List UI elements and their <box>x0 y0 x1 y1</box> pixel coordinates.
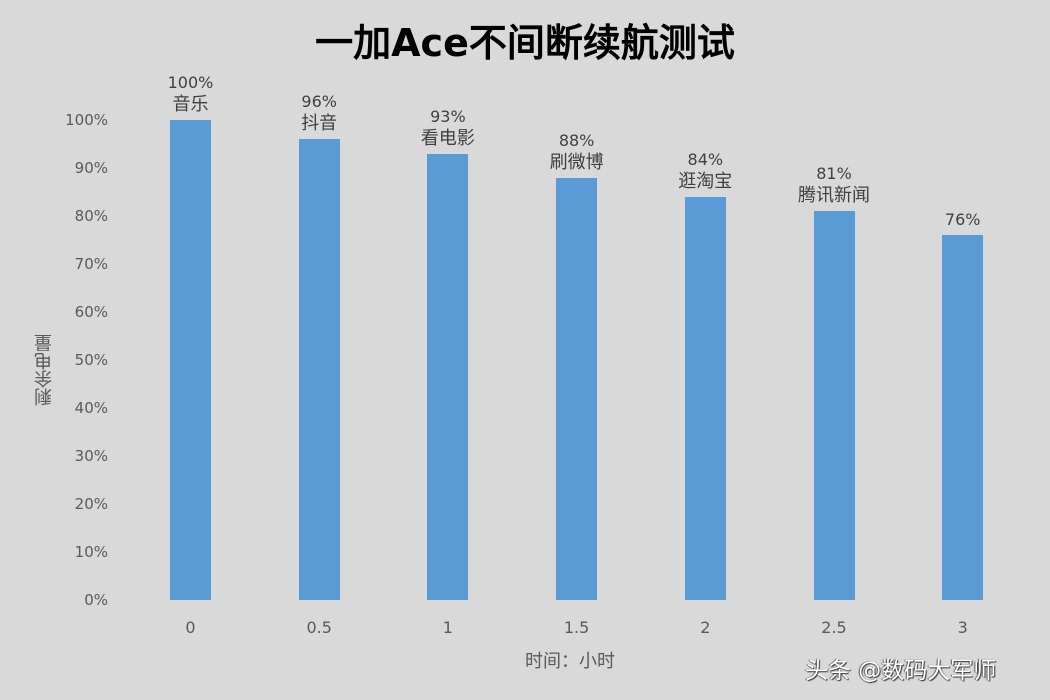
bar <box>684 196 726 600</box>
x-tick-label: 1.5 <box>563 618 590 637</box>
y-tick-label: 80% <box>74 207 108 225</box>
x-tick-label: 0 <box>185 618 196 637</box>
data-label: 96% 抖音 <box>259 91 379 135</box>
value-label: 81% <box>816 164 852 184</box>
value-label: 96% <box>301 92 337 112</box>
value-label: 100% <box>167 73 214 92</box>
y-tick-label: 0% <box>84 591 108 609</box>
data-label: 76% <box>903 209 1023 231</box>
x-axis-label: 时间：小时 <box>525 651 615 672</box>
value-label: 84% <box>687 149 724 169</box>
x-tick-label: 1 <box>442 618 453 637</box>
value-label: 88% <box>558 130 595 150</box>
x-tick-label: 3 <box>957 618 968 637</box>
y-tick-label: 20% <box>74 495 108 513</box>
x-tick-label: 2.5 <box>821 618 847 637</box>
data-label: 93% 看电影 <box>388 106 508 150</box>
activity-label: 腾讯新闻 <box>798 185 870 207</box>
bar <box>813 211 855 600</box>
watermark: 头条 @数码大军师 <box>805 658 997 684</box>
data-label: 81% 腾讯新闻 <box>774 163 894 207</box>
chart-title: 一加Ace不间断续航测试 <box>315 21 735 65</box>
y-tick-label: 10% <box>74 543 108 561</box>
y-tick-label: 70% <box>74 255 108 273</box>
y-tick-label: 60% <box>74 303 108 321</box>
bar <box>298 139 340 600</box>
bar <box>556 177 598 600</box>
activity-label: 刷微博 <box>549 151 604 173</box>
bar <box>170 120 211 600</box>
value-label: 93% <box>430 106 466 126</box>
data-label: 88% 刷微博 <box>517 130 637 174</box>
x-tick-label: 0.5 <box>306 618 332 637</box>
activity-label: 逛淘宝 <box>678 170 733 192</box>
y-axis-label: 剩余电量 <box>34 334 55 406</box>
bar <box>942 235 984 600</box>
x-tick-label: 2 <box>700 618 711 637</box>
activity-label: 抖音 <box>301 113 338 135</box>
value-label: 76% <box>944 210 981 230</box>
bar <box>427 153 469 600</box>
activity-label: 看电影 <box>420 127 475 149</box>
activity-label: 音乐 <box>172 94 209 115</box>
y-tick-label: 90% <box>74 159 108 177</box>
y-tick-label: 100% <box>65 111 108 129</box>
data-label: 100% 音乐 <box>131 72 251 116</box>
y-tick-label: 50% <box>74 351 108 369</box>
data-label: 84% 逛淘宝 <box>645 149 765 193</box>
y-tick-label: 40% <box>74 399 108 417</box>
y-tick-label: 30% <box>74 447 108 465</box>
